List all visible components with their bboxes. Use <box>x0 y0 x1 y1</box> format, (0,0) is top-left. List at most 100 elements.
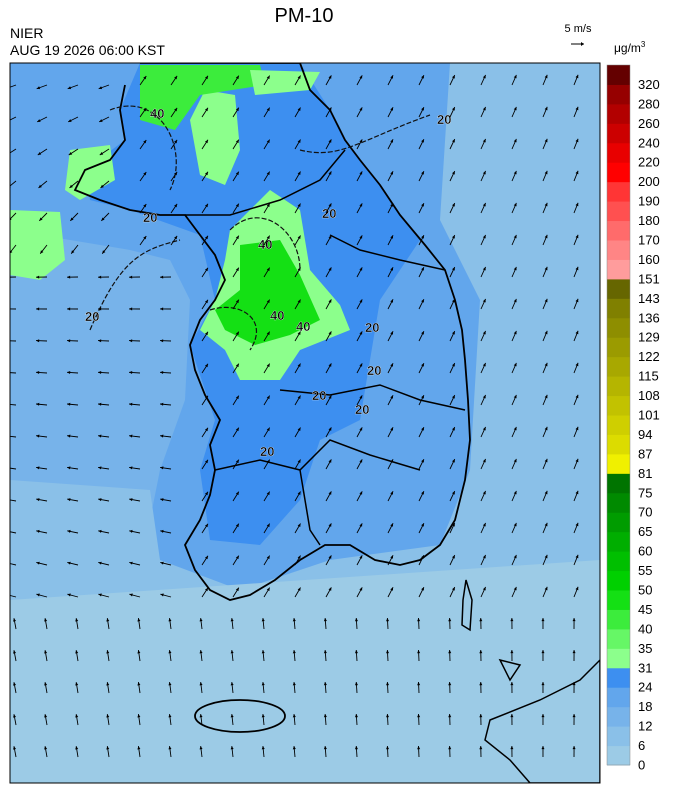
wind-arrow-head <box>359 235 363 239</box>
wind-arrow-head <box>174 107 178 112</box>
wind-arrow-head <box>575 490 579 495</box>
wind-arrow-head <box>36 402 40 406</box>
wind-arrow-head <box>390 587 394 591</box>
wind-arrow-head <box>67 339 71 343</box>
wind-arrow-head <box>513 522 517 527</box>
wind-arrow-head <box>67 434 71 438</box>
wind-arrow-head <box>359 139 363 143</box>
colorbar-segment <box>607 531 630 552</box>
green-patch <box>10 210 65 280</box>
wind-arrow-head <box>482 426 486 431</box>
wind-arrow-head <box>452 171 455 175</box>
wind-arrow-head <box>13 714 17 718</box>
wind-arrow-head <box>544 394 548 399</box>
wind-arrow-head <box>160 466 164 470</box>
wind-arrow-head <box>235 363 239 368</box>
wind-arrow-head <box>199 650 203 654</box>
wind-arrow-head <box>129 498 133 502</box>
wind-arrow-head <box>482 202 486 207</box>
wind-arrow-head <box>575 202 579 207</box>
wind-arrow-head <box>266 139 270 144</box>
wind-arrow-head <box>235 459 239 464</box>
colorbar-label: 60 <box>638 544 652 559</box>
wind-arrow-head <box>452 203 455 207</box>
wind-arrow-head <box>386 618 390 622</box>
field-lowest <box>10 560 600 783</box>
wind-arrow-head <box>129 370 133 375</box>
wind-arrow-head <box>390 363 394 367</box>
wind-arrow-head <box>513 234 517 239</box>
wind-arrow-head <box>482 458 486 463</box>
wind-arrow-head <box>544 74 548 79</box>
wind-arrow-head <box>421 139 424 143</box>
wind-arrow-head <box>323 682 327 686</box>
wind-arrow-head <box>575 170 579 175</box>
colorbar-label: 280 <box>638 96 660 111</box>
wind-arrow-head <box>575 234 579 239</box>
wind-arrow-head <box>541 714 545 718</box>
wind-arrow-head <box>544 266 548 271</box>
colorbar-label: 55 <box>638 563 652 578</box>
wind-arrow-head <box>482 362 486 367</box>
wind-arrow-head <box>421 75 424 79</box>
wind-arrow-head <box>452 331 455 335</box>
wind-arrow-head <box>386 682 390 686</box>
green-patch <box>215 240 320 345</box>
contour-label: 40 <box>150 106 164 121</box>
wind-arrow-head <box>482 74 486 79</box>
wind-arrow-head <box>482 138 486 143</box>
wind-arrow-head <box>297 139 301 143</box>
colorbar-label: 12 <box>638 719 652 734</box>
wind-arrow-head <box>36 529 40 533</box>
wind-arrow-head <box>452 587 455 591</box>
wind-arrow-head <box>292 618 296 622</box>
wind-arrow <box>10 531 17 534</box>
colorbar-label: 129 <box>638 330 660 345</box>
wind-arrow-head <box>106 618 110 622</box>
wind-arrow-head <box>129 402 133 406</box>
wind-arrow-head <box>235 331 239 336</box>
colorbar-segment <box>607 570 630 591</box>
wind-arrow <box>10 116 17 121</box>
wind-arrow-head <box>417 682 421 686</box>
colorbar-segment <box>607 337 630 358</box>
colorbar-label: 24 <box>638 680 652 695</box>
wind-arrow-head <box>354 650 358 654</box>
wind-scale-head <box>581 42 584 46</box>
wind-scale-label: 5 m/s <box>565 23 592 35</box>
wind-arrow-head <box>235 555 239 560</box>
wind-arrow-head <box>359 395 363 399</box>
wind-arrow-head <box>421 555 424 559</box>
wind-arrow-head <box>328 491 332 495</box>
wind-arrow-head <box>482 298 486 303</box>
contour-label: 20 <box>260 444 274 459</box>
colorbar-segment <box>607 395 630 416</box>
wind-arrow-head <box>204 107 208 112</box>
wind-arrow-head <box>328 235 332 239</box>
unit: μg/m3 <box>614 40 646 55</box>
wind-arrow-head <box>479 650 483 654</box>
wind-arrow-head <box>544 554 548 559</box>
colorbar-label: 220 <box>638 155 660 170</box>
wind-arrow-head <box>36 86 41 90</box>
wind-arrow-head <box>292 682 296 686</box>
contour-label: 20 <box>355 402 369 417</box>
wind-arrow-head <box>160 275 164 279</box>
wind-arrow-head <box>513 554 517 559</box>
title: PM-10 <box>275 5 334 27</box>
wind-arrow-head <box>482 106 486 111</box>
wind-arrow-head <box>69 184 73 188</box>
wind-arrow-head <box>160 307 164 311</box>
wind-arrow-head <box>36 466 40 470</box>
wind-arrow-head <box>36 307 40 311</box>
wind-arrow-head <box>230 682 234 686</box>
colorbar-segment <box>607 706 630 727</box>
wind-arrow-head <box>199 682 203 686</box>
wind-arrow-head <box>44 714 48 718</box>
wind-arrow-head <box>129 529 133 533</box>
wind-arrow-head <box>44 746 48 750</box>
wind-arrow-head <box>235 107 239 112</box>
wind-arrow-head <box>143 107 147 112</box>
colorbar-label: 143 <box>638 291 660 306</box>
wind-arrow-head <box>10 250 13 254</box>
